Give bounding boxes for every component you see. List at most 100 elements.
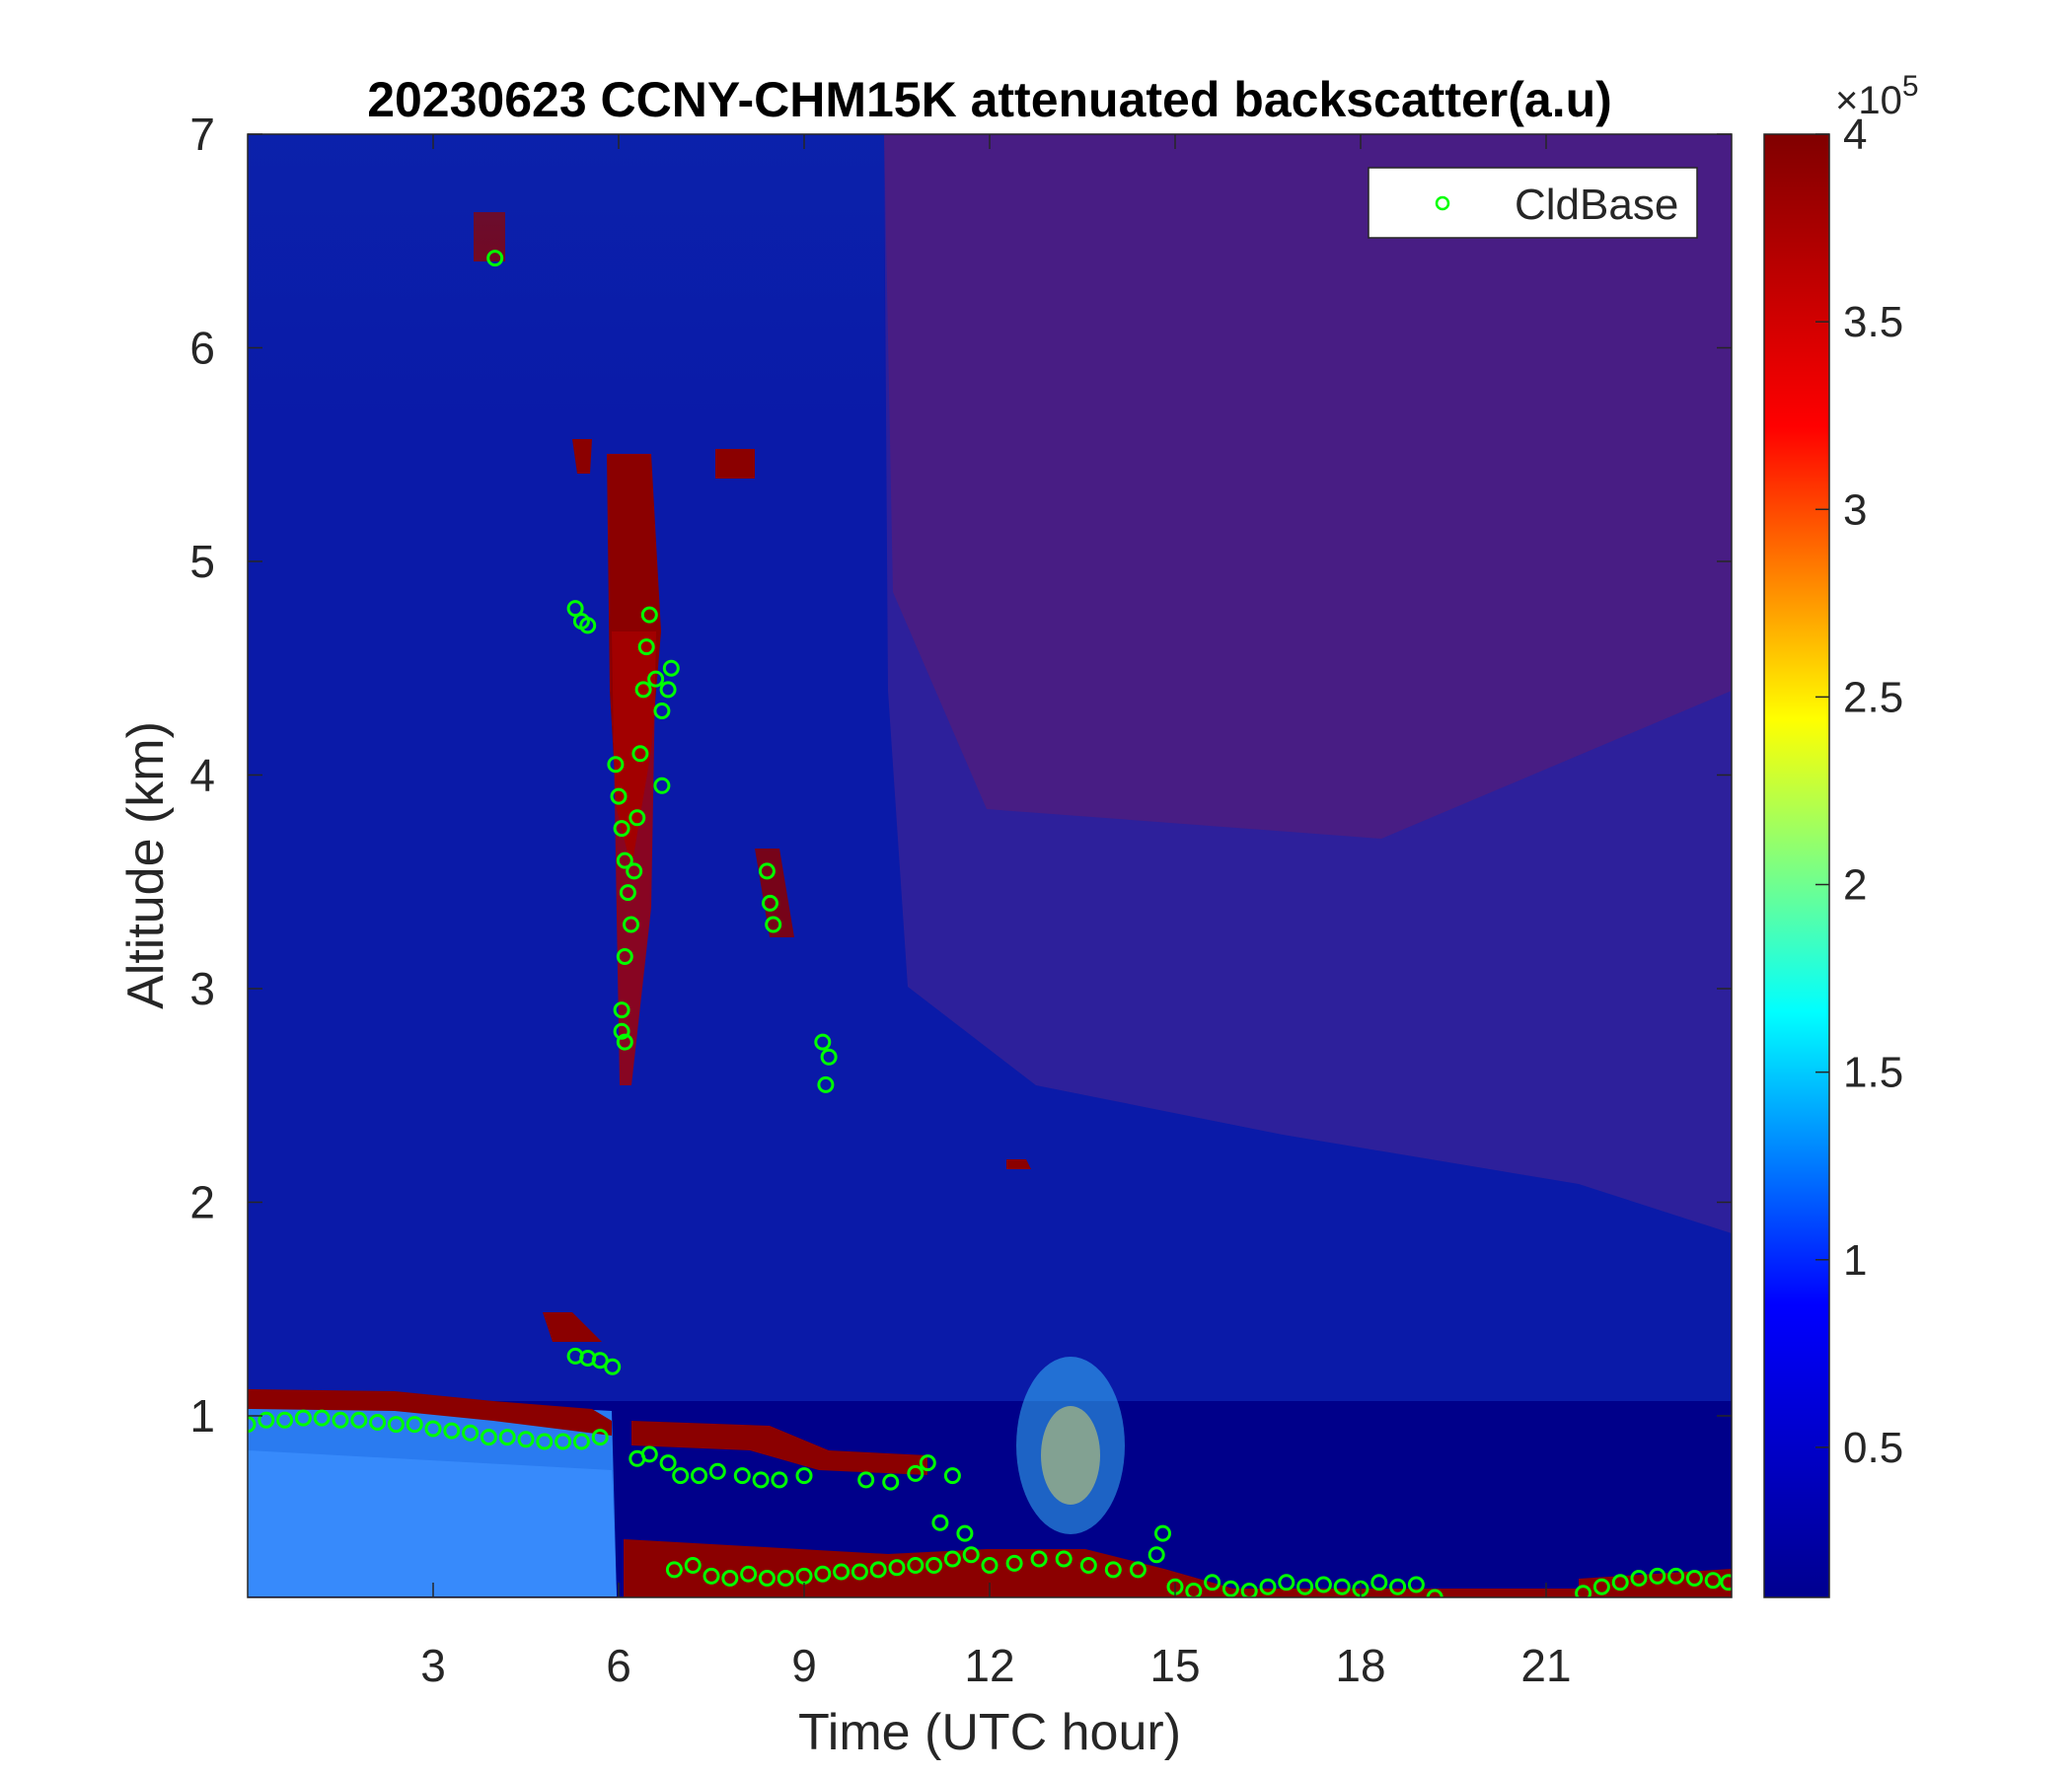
cldbase-point bbox=[721, 1570, 739, 1587]
cldbase-point bbox=[607, 756, 625, 774]
colorbar-tick-label: 2 bbox=[1843, 861, 1867, 910]
cldbase-point bbox=[480, 1429, 497, 1446]
legend: CldBase bbox=[1368, 167, 1698, 239]
colorbar-tick-label: 4 bbox=[1843, 111, 1867, 159]
cldbase-point bbox=[572, 1433, 590, 1450]
cldbase-point bbox=[882, 1473, 900, 1491]
cldbase-point bbox=[1296, 1578, 1314, 1595]
y-axis: 1 2 3 4 5 6 7 bbox=[189, 109, 1732, 1442]
cldbase-point bbox=[665, 1561, 683, 1579]
cldbase-point bbox=[634, 681, 652, 699]
cldbase-point bbox=[814, 1033, 832, 1051]
cldbase-point bbox=[462, 1424, 480, 1442]
cldbase-point bbox=[313, 1409, 331, 1427]
cldbase-point bbox=[907, 1464, 925, 1482]
cldbase-point bbox=[762, 894, 778, 912]
cldbase-point bbox=[640, 606, 658, 624]
cldbase-point bbox=[613, 1001, 630, 1019]
y-tick-label: 5 bbox=[189, 536, 215, 587]
cldbase-point bbox=[672, 1467, 690, 1485]
cldbase-point bbox=[1649, 1567, 1666, 1585]
cldbase-point bbox=[1720, 1574, 1732, 1591]
cldbase-point bbox=[931, 1514, 949, 1531]
y-tick-label: 4 bbox=[189, 749, 215, 800]
cldbase-point bbox=[387, 1416, 405, 1434]
colorbar-tick-label: 2.5 bbox=[1843, 673, 1903, 721]
cldbase-point bbox=[907, 1557, 925, 1574]
cldbase-point bbox=[662, 659, 680, 677]
cldbase-point bbox=[498, 1429, 516, 1446]
cldbase-point bbox=[369, 1414, 387, 1431]
colorbar bbox=[1763, 133, 1830, 1598]
cldbase-point bbox=[1333, 1578, 1351, 1595]
cldbase-point bbox=[943, 1550, 961, 1568]
cldbase-point bbox=[653, 703, 671, 719]
colorbar-exponent: ×105 bbox=[1835, 70, 1919, 122]
cldbase-point bbox=[814, 1565, 832, 1583]
cldbase-point bbox=[1630, 1570, 1648, 1587]
cldbase-point bbox=[604, 1358, 622, 1375]
cldbase-point bbox=[1079, 1557, 1097, 1574]
colorbar-tick-label: 1.5 bbox=[1843, 1049, 1903, 1097]
y-tick-label: 3 bbox=[189, 963, 215, 1014]
cldbase-point bbox=[1240, 1583, 1258, 1597]
cldbase-point bbox=[536, 1433, 554, 1450]
cldbase-point bbox=[623, 916, 639, 933]
colorbar-tick-label: 0.5 bbox=[1843, 1424, 1903, 1472]
cldbase-point bbox=[619, 884, 636, 902]
cldbase-point bbox=[1221, 1580, 1239, 1597]
cldbase-point bbox=[1685, 1570, 1703, 1587]
cldbase-point bbox=[752, 1471, 770, 1489]
cldbase-point bbox=[833, 1563, 851, 1581]
cldbase-point bbox=[956, 1524, 974, 1542]
x-tick-label: 21 bbox=[1520, 1640, 1571, 1691]
cldbase-point bbox=[740, 1565, 758, 1583]
cldbase-point bbox=[1030, 1550, 1048, 1568]
cldbase-point bbox=[1426, 1589, 1443, 1597]
cldbase-point bbox=[1259, 1578, 1277, 1595]
cldbase-point bbox=[888, 1559, 906, 1577]
cldbase-point bbox=[350, 1411, 368, 1429]
cldbase-point bbox=[1389, 1578, 1407, 1595]
cldbase-point bbox=[555, 1433, 572, 1450]
cldbase-point bbox=[1667, 1567, 1685, 1585]
cldbase-point bbox=[817, 1075, 835, 1093]
cldbase-point bbox=[332, 1411, 349, 1429]
cldbase-point bbox=[1185, 1583, 1203, 1597]
colorbar-tick-label: 3.5 bbox=[1843, 298, 1903, 346]
cldbase-point bbox=[591, 1352, 609, 1369]
cldbase-point bbox=[406, 1416, 423, 1434]
cldbase-point bbox=[248, 1416, 257, 1434]
cldbase-point bbox=[962, 1546, 980, 1564]
cldbase-point bbox=[851, 1563, 868, 1581]
cldbase-point bbox=[1575, 1585, 1592, 1597]
x-tick-label: 9 bbox=[791, 1640, 817, 1691]
cldbase-point bbox=[637, 638, 655, 656]
cldbase-point bbox=[276, 1411, 294, 1429]
cldbase-point bbox=[443, 1422, 461, 1440]
cldbase-point bbox=[613, 820, 630, 838]
cldbase-point bbox=[653, 777, 671, 794]
cldbase-point bbox=[579, 617, 597, 634]
x-tick-label: 6 bbox=[606, 1640, 631, 1691]
cldbase-point bbox=[1314, 1576, 1332, 1593]
x-tick-label: 15 bbox=[1149, 1640, 1200, 1691]
cldbase-point bbox=[708, 1462, 726, 1480]
cldbase-point bbox=[703, 1567, 720, 1585]
cldbase-point bbox=[631, 745, 649, 763]
cldbase-point bbox=[610, 787, 628, 805]
cldbase-point bbox=[1278, 1574, 1295, 1591]
cldbase-point bbox=[1129, 1561, 1147, 1579]
cldbase-point bbox=[613, 1022, 630, 1040]
cldbase-point bbox=[857, 1471, 875, 1489]
cldbase-point bbox=[640, 1445, 658, 1463]
chart-title: 20230623 CCNY-CHM15K attenuated backscat… bbox=[367, 72, 1612, 127]
cldbase-point bbox=[869, 1561, 887, 1579]
cldbase-point bbox=[258, 1411, 275, 1429]
cldbase-point bbox=[758, 1570, 776, 1587]
legend-box bbox=[1368, 167, 1698, 239]
cldbase-point bbox=[486, 250, 504, 267]
cldbase-point bbox=[659, 681, 677, 699]
colorbar-tick-label: 1 bbox=[1843, 1236, 1867, 1285]
